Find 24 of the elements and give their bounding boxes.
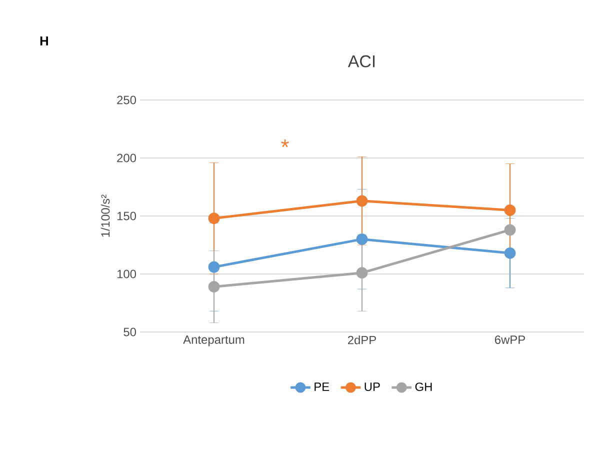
x-tick-label: Antepartum — [183, 336, 244, 346]
point — [208, 281, 220, 292]
y-axis-title: 1/100/s² — [100, 194, 110, 237]
chart-title: ACI — [348, 55, 375, 68]
point — [356, 233, 368, 245]
point — [208, 212, 220, 224]
y-tick-label: 100 — [117, 270, 136, 278]
text: H — [40, 36, 48, 46]
legend-label: GH — [415, 382, 432, 392]
point — [504, 224, 516, 236]
point — [356, 267, 368, 279]
point — [504, 204, 516, 216]
x-tick-label: 2dPP — [348, 336, 376, 344]
point — [208, 261, 220, 273]
annotation: * — [281, 139, 289, 148]
legend-label: UP — [364, 382, 380, 391]
x-tick-label: 6wPP — [495, 336, 525, 344]
y-tick-label: 250 — [117, 96, 136, 104]
y-tick-label: 200 — [117, 154, 136, 162]
y-tick-label: 150 — [117, 212, 136, 220]
point — [504, 247, 516, 259]
legend-label: PE — [314, 382, 330, 391]
y-tick-label: 50 — [124, 328, 136, 336]
point — [356, 195, 368, 207]
